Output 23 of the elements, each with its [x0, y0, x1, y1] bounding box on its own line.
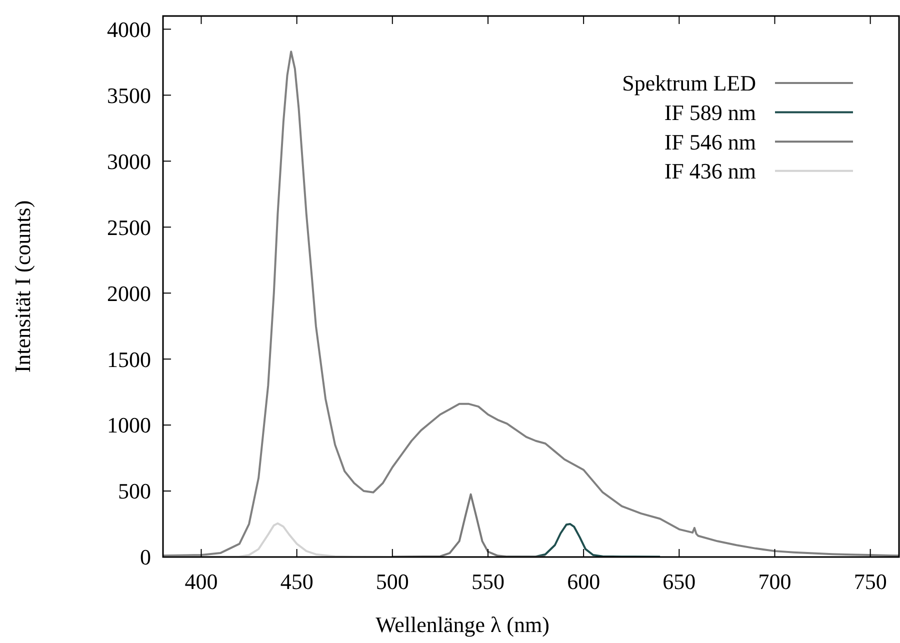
x-tick-label: 750	[854, 569, 887, 594]
y-tick-label: 1500	[107, 346, 151, 372]
y-axis-title: Intensität I (counts)	[10, 200, 35, 373]
y-tick-label: 1000	[107, 412, 151, 438]
y-tick-label: 4000	[107, 16, 151, 42]
y-tick-label: 3500	[107, 82, 151, 108]
x-tick-label: 600	[567, 569, 600, 594]
x-tick-label: 500	[376, 569, 409, 594]
y-tick-label: 3000	[107, 148, 151, 174]
x-tick-label: 450	[280, 569, 314, 594]
y-tick-label: 2000	[107, 280, 151, 306]
x-axis-title: Wellenlänge λ (nm)	[376, 612, 550, 637]
legend-label: IF 436 nm	[664, 158, 756, 184]
y-tick-label: 0	[140, 544, 151, 570]
legend-label: IF 546 nm	[664, 129, 756, 154]
x-tick-label: 650	[662, 569, 696, 594]
y-tick-label: 500	[118, 478, 151, 504]
legend-label: IF 589 nm	[664, 100, 756, 125]
x-tick-label: 400	[184, 569, 218, 594]
y-tick-label: 2500	[107, 214, 151, 240]
legend-label: Spektrum LED	[622, 70, 756, 96]
x-tick-label: 550	[471, 569, 504, 594]
x-tick-label: 700	[758, 569, 792, 594]
